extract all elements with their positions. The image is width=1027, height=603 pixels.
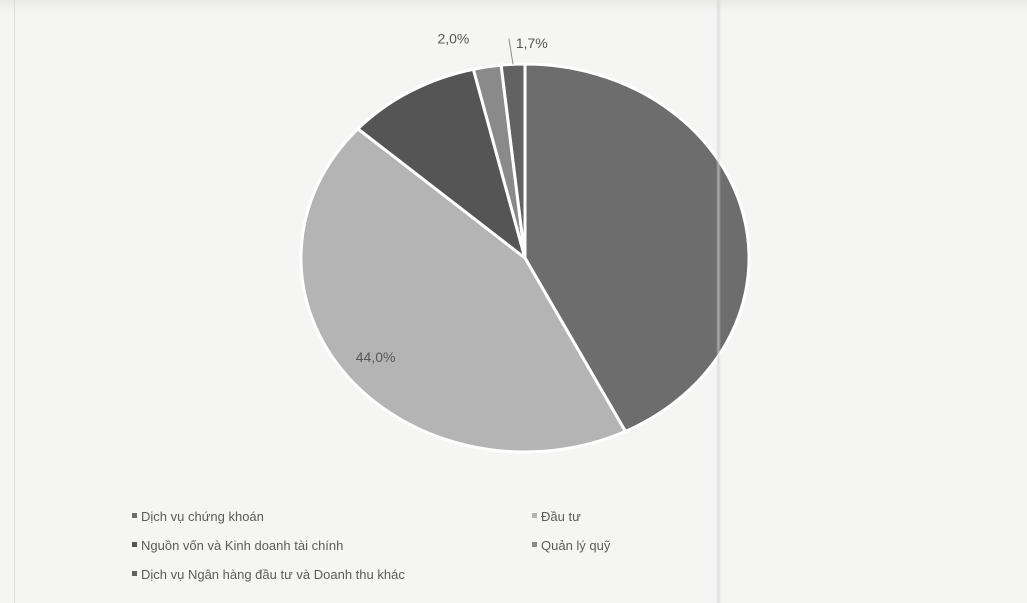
legend-swatch (132, 513, 137, 518)
legend-item-5: Dịch vụ Ngân hàng đầu tư và Doanh thu kh… (132, 567, 405, 582)
data-label-4: 2,0% (437, 31, 469, 47)
legend-swatch (532, 542, 537, 547)
legend-label: Nguồn vốn và Kinh doanh tài chính (141, 538, 343, 553)
legend-label: Dịch vụ Ngân hàng đầu tư và Doanh thu kh… (141, 567, 405, 582)
data-label-5: 1,7% (516, 35, 548, 51)
legend-item-2: Đầu tư (532, 509, 581, 524)
legend-item-4: Quản lý quỹ (532, 538, 611, 553)
legend-item-3: Nguồn vốn và Kinh doanh tài chính (132, 538, 343, 553)
pie-slice-1 (523, 62, 751, 433)
page-edge (14, 0, 15, 603)
legend-swatch (532, 513, 537, 518)
pie-slice-2 (299, 127, 627, 454)
scan-shadow (0, 0, 1027, 14)
page-fold (716, 0, 721, 603)
legend-swatch (132, 542, 137, 547)
legend-label: Dịch vụ chứng khoán (141, 509, 264, 524)
pie-slice-3 (356, 67, 527, 260)
legend-label: Đầu tư (541, 509, 581, 524)
leader-line (508, 38, 514, 65)
data-label-2: 44,0% (356, 349, 396, 365)
legend-label: Quản lý quỹ (541, 538, 611, 553)
legend-swatch (132, 571, 137, 576)
legend-item-1: Dịch vụ chứng khoán (132, 509, 264, 524)
